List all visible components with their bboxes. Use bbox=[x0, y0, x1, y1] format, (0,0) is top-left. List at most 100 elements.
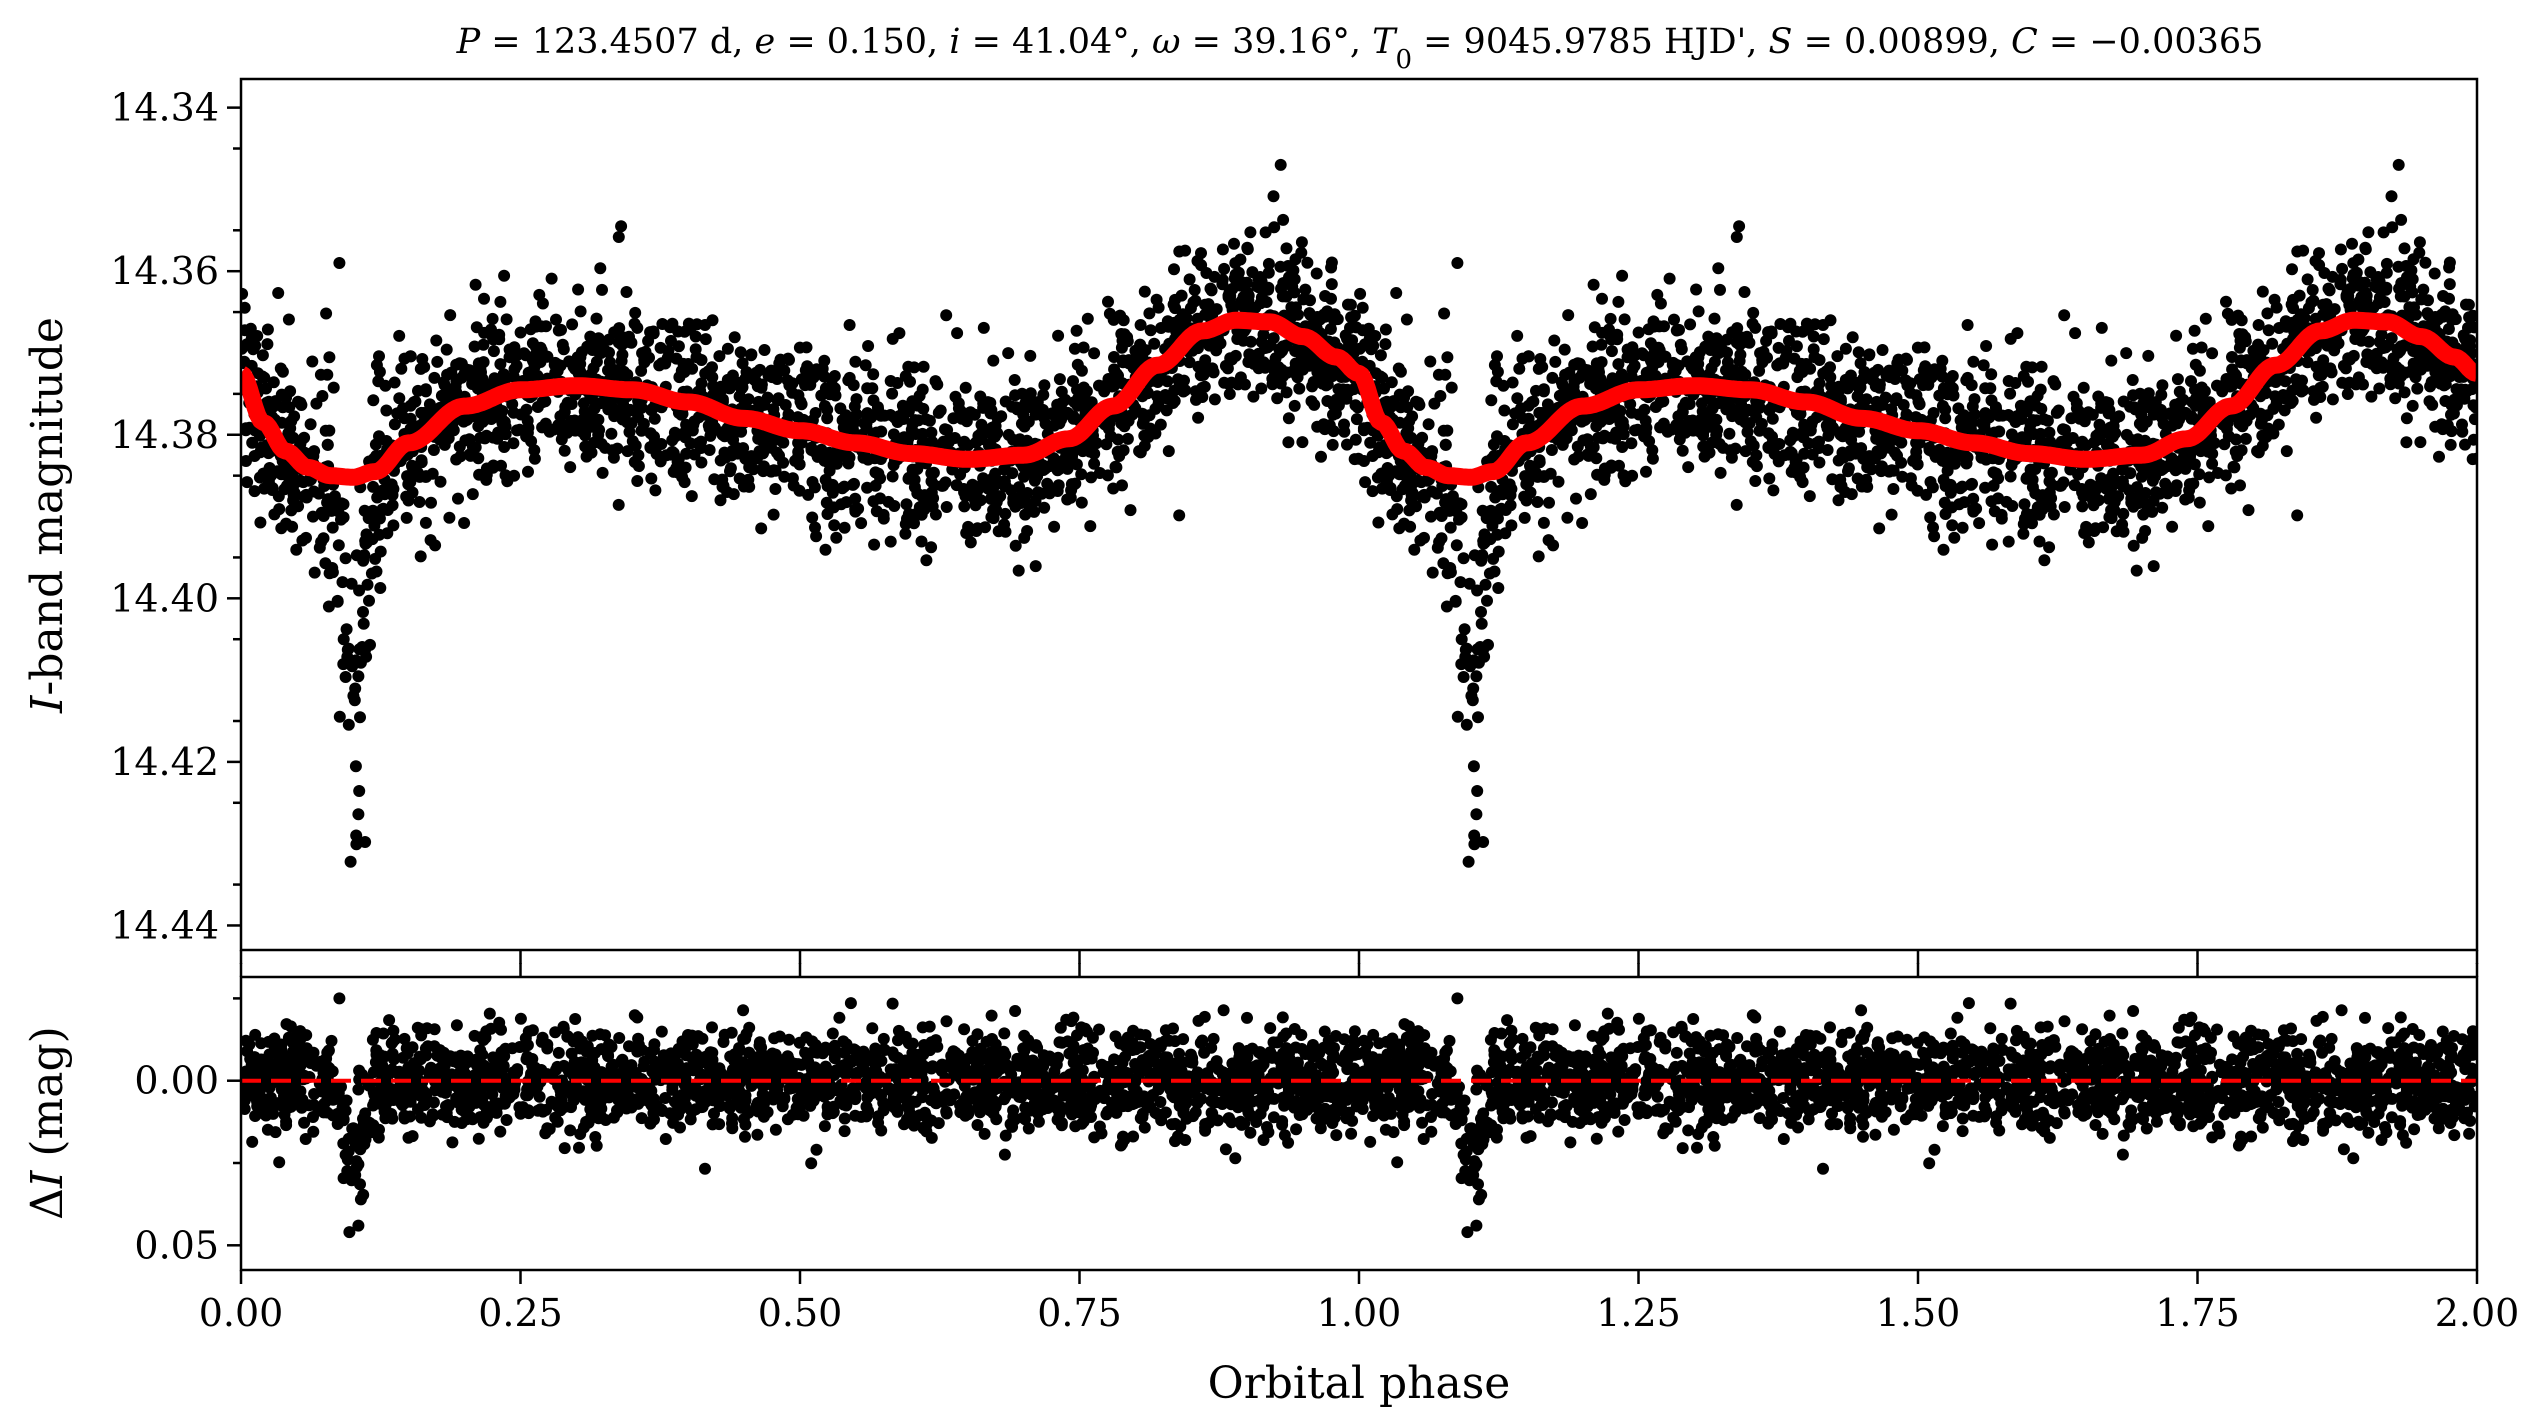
data-point bbox=[637, 417, 650, 430]
data-point bbox=[1199, 298, 1212, 311]
data-point bbox=[2327, 337, 2340, 350]
data-point bbox=[1048, 520, 1061, 533]
residual-point bbox=[826, 1027, 839, 1040]
data-point bbox=[1538, 470, 1551, 483]
data-point bbox=[2065, 412, 2078, 425]
data-point bbox=[1055, 413, 1068, 426]
data-point bbox=[1199, 354, 1212, 367]
data-point bbox=[605, 427, 618, 440]
data-point bbox=[1460, 718, 1473, 731]
data-point bbox=[300, 531, 312, 544]
data-point bbox=[1506, 376, 1519, 389]
data-point bbox=[1589, 382, 1602, 395]
data-point bbox=[695, 456, 708, 469]
data-point bbox=[2107, 504, 2120, 517]
data-point bbox=[2280, 445, 2293, 458]
data-point bbox=[1017, 408, 1030, 421]
top-x-ticks bbox=[239, 950, 2479, 964]
data-point bbox=[1032, 486, 1044, 499]
data-point bbox=[1855, 442, 1868, 455]
data-point bbox=[1817, 333, 1830, 346]
data-point bbox=[1918, 341, 1931, 354]
data-point bbox=[2156, 379, 2169, 392]
data-point bbox=[469, 278, 482, 291]
data-point bbox=[535, 344, 548, 357]
data-point bbox=[2350, 266, 2363, 279]
data-point bbox=[1471, 785, 1484, 797]
data-point bbox=[2398, 339, 2411, 352]
data-point bbox=[858, 417, 871, 430]
data-point bbox=[1129, 344, 1142, 357]
data-point bbox=[558, 444, 571, 457]
data-point bbox=[1216, 243, 1229, 256]
data-point bbox=[2136, 420, 2149, 433]
data-point bbox=[810, 363, 823, 376]
data-point bbox=[1984, 382, 1997, 395]
data-point bbox=[869, 479, 882, 492]
data-point bbox=[1537, 516, 1550, 529]
data-point bbox=[1632, 326, 1645, 339]
data-point bbox=[488, 372, 501, 385]
data-point bbox=[1247, 390, 1260, 403]
data-point bbox=[1854, 357, 1867, 370]
data-point bbox=[1463, 577, 1476, 590]
data-point bbox=[1055, 385, 1068, 398]
data-point bbox=[703, 444, 716, 456]
data-point bbox=[949, 390, 962, 403]
data-point bbox=[1169, 302, 1182, 315]
data-point bbox=[1559, 385, 1572, 398]
data-point bbox=[1615, 368, 1628, 381]
data-point bbox=[1093, 379, 1105, 392]
data-point bbox=[828, 454, 841, 467]
data-point bbox=[1246, 349, 1259, 362]
data-point bbox=[2267, 427, 2280, 440]
data-point bbox=[2199, 312, 2212, 325]
data-point bbox=[341, 650, 354, 663]
data-point bbox=[1980, 453, 1993, 466]
data-point bbox=[1720, 396, 1733, 409]
data-point bbox=[1986, 538, 1999, 551]
data-point bbox=[248, 450, 261, 462]
data-point bbox=[706, 371, 719, 384]
data-point bbox=[1455, 633, 1468, 646]
data-point bbox=[340, 623, 353, 636]
data-point bbox=[742, 473, 755, 486]
data-point bbox=[1184, 302, 1197, 315]
data-point bbox=[500, 313, 513, 326]
data-point bbox=[2034, 427, 2047, 440]
data-point bbox=[2017, 370, 2030, 383]
data-point bbox=[821, 508, 834, 520]
data-point bbox=[1475, 606, 1487, 618]
data-point bbox=[1618, 313, 1631, 326]
data-point bbox=[2252, 319, 2265, 331]
data-point bbox=[1143, 307, 1156, 320]
data-point bbox=[1477, 836, 1490, 848]
data-point bbox=[1744, 435, 1757, 448]
data-point bbox=[2058, 309, 2071, 322]
data-point bbox=[837, 421, 850, 434]
data-point bbox=[666, 317, 679, 330]
data-point bbox=[1404, 520, 1417, 533]
data-point bbox=[1601, 408, 1614, 421]
data-point bbox=[773, 449, 785, 462]
data-point bbox=[2291, 509, 2304, 522]
data-point bbox=[1422, 418, 1435, 431]
data-point bbox=[1504, 489, 1517, 502]
data-point bbox=[1405, 431, 1418, 444]
data-point bbox=[1725, 451, 1738, 464]
data-point bbox=[1891, 449, 1903, 462]
data-point bbox=[2334, 243, 2347, 256]
data-point bbox=[849, 355, 862, 368]
data-point bbox=[1354, 287, 1367, 300]
data-point bbox=[2185, 412, 2198, 425]
data-point bbox=[1966, 416, 1979, 429]
data-point bbox=[1416, 490, 1428, 503]
data-point bbox=[2389, 392, 2402, 405]
data-point bbox=[2373, 335, 2386, 348]
data-point bbox=[1531, 496, 1544, 508]
data-point bbox=[282, 313, 295, 326]
data-point bbox=[2392, 377, 2405, 390]
data-point bbox=[2422, 309, 2435, 321]
data-point bbox=[2279, 375, 2292, 388]
data-point bbox=[2139, 396, 2152, 409]
